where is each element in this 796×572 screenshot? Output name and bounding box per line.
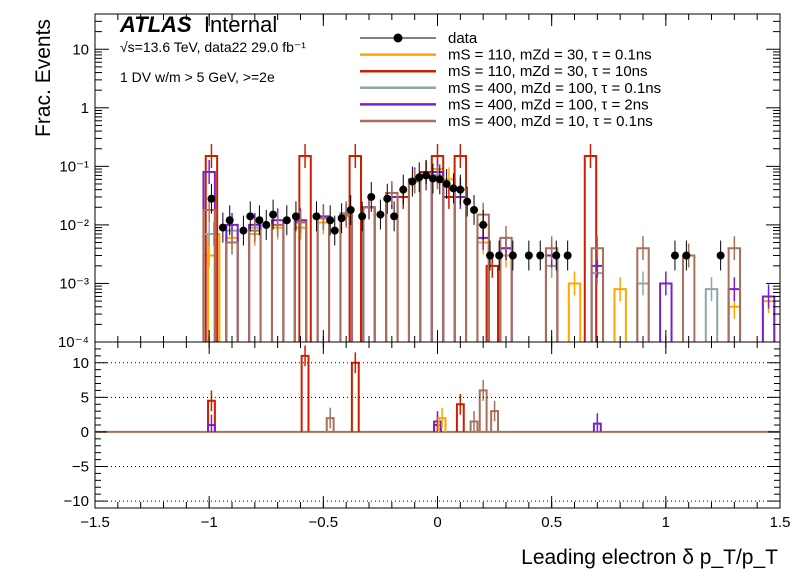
main-plot-area xyxy=(202,144,776,342)
ratio-series-ms-110-mzd-30-0-1ns xyxy=(437,407,447,432)
x-tick-label: −1 xyxy=(201,514,218,531)
x-tick-label: −0.5 xyxy=(309,514,339,531)
legend-label: mS = 400, mZd = 10, τ = 0.1ns xyxy=(448,113,653,130)
atlas-label: ATLAS xyxy=(119,12,192,37)
internal-label: Internal xyxy=(204,12,277,37)
series-data xyxy=(207,160,725,271)
y-axis-title: Frac. Events xyxy=(32,19,55,137)
data-point xyxy=(563,251,572,260)
y-tick-label: 10⁻⁴ xyxy=(58,334,89,351)
ratio-y-tick-label: 0 xyxy=(81,424,89,441)
data-point xyxy=(486,251,495,260)
x-tick-label: 1 xyxy=(662,514,670,531)
legend-entry: mS = 110, mZd = 30, τ = 0.1ns xyxy=(360,47,652,64)
data-point xyxy=(456,185,465,194)
data-point xyxy=(408,177,417,186)
legend-entry: mS = 110, mZd = 30, τ = 10ns xyxy=(360,63,648,80)
data-point xyxy=(282,216,291,225)
legend-data-marker xyxy=(393,33,403,43)
data-point xyxy=(255,216,264,225)
series-ms-400-mzd-10-0-1ns xyxy=(202,165,742,342)
legend-entry: mS = 400, mZd = 100, τ = 2ns xyxy=(360,96,649,113)
legend-entry: mS = 400, mZd = 100, τ = 0.1ns xyxy=(360,80,661,97)
data-point xyxy=(670,251,679,260)
ratio-y-tick-label: −10 xyxy=(64,493,89,510)
data-point xyxy=(291,212,300,221)
data-point xyxy=(508,251,517,260)
legend-entry: mS = 400, mZd = 10, τ = 0.1ns xyxy=(360,113,653,130)
data-point xyxy=(269,210,278,219)
data-point xyxy=(262,220,271,229)
data-point xyxy=(552,251,561,260)
data-point xyxy=(422,171,431,180)
legend-label: mS = 110, mZd = 30, τ = 0.1ns xyxy=(448,47,652,64)
data-point xyxy=(358,212,367,221)
data-point xyxy=(524,251,533,260)
svg-text:ATLAS Internal: ATLAS Internal xyxy=(119,12,277,37)
data-point xyxy=(312,212,321,221)
data-point xyxy=(218,223,227,232)
y-tick-label: 10⁻¹ xyxy=(59,158,89,175)
legend-label: mS = 110, mZd = 30, τ = 10ns xyxy=(448,63,648,80)
ratio-y-tick-label: 5 xyxy=(81,389,89,406)
data-point xyxy=(367,192,376,201)
ratio-y-axis: 10 5 0 −5 −10 xyxy=(64,348,780,510)
data-point xyxy=(463,197,472,206)
x-tick-label: 1.5 xyxy=(770,514,791,531)
data-point xyxy=(330,226,339,235)
ratio-y-tick-label: 10 xyxy=(72,355,89,372)
energy-lumi-label: √s=13.6 TeV, data22 29.0 fb⁻¹ xyxy=(120,39,306,55)
x-tick-label: 0.5 xyxy=(541,514,562,531)
y-tick-label: 1 xyxy=(81,100,89,117)
legend-label: data xyxy=(448,30,478,47)
data-point xyxy=(346,205,355,214)
data-point xyxy=(246,212,255,221)
data-point xyxy=(495,251,504,260)
data-point xyxy=(376,210,385,219)
legend-label: mS = 400, mZd = 100, τ = 2ns xyxy=(448,96,649,113)
data-point xyxy=(682,251,691,260)
data-point xyxy=(449,184,458,193)
data-point xyxy=(442,179,451,188)
ratio-series-ms-400-mzd-10-0-1ns xyxy=(325,380,500,432)
selection-label: 1 DV w/m > 5 GeV, >=2e xyxy=(120,69,275,85)
y-tick-label: 10 xyxy=(72,41,89,58)
ratio-series-ms-400-mzd-100-2ns xyxy=(207,411,602,432)
x-axis-title: Leading electron δ p_T/p_T xyxy=(521,546,778,569)
y-tick-label: 10⁻³ xyxy=(59,275,89,292)
data-point xyxy=(383,194,392,203)
y-tick-label: 10⁻² xyxy=(59,217,89,234)
data-point xyxy=(225,216,234,225)
data-point xyxy=(428,174,437,183)
data-point xyxy=(239,226,248,235)
data-point xyxy=(207,194,216,203)
x-tick-label: −1.5 xyxy=(80,514,110,531)
data-point xyxy=(536,251,545,260)
data-point xyxy=(399,185,408,194)
x-axis: −1.5 −1 −0.5 0 0.5 1 1.5 xyxy=(80,14,790,531)
data-point xyxy=(415,173,424,182)
ratio-y-tick-label: −5 xyxy=(72,459,89,476)
x-tick-label: 0 xyxy=(433,514,441,531)
legend-entry: data xyxy=(360,30,478,47)
data-point xyxy=(470,205,479,214)
legend-label: mS = 400, mZd = 100, τ = 0.1ns xyxy=(448,80,661,97)
main-y-axis: 10 1 10⁻¹ 10⁻² 10⁻³ 10⁻⁴ xyxy=(58,13,780,351)
data-point xyxy=(435,175,444,184)
data-point xyxy=(390,212,399,221)
data-point xyxy=(337,214,346,223)
data-point xyxy=(326,216,335,225)
data-point xyxy=(716,251,725,260)
data-point xyxy=(479,220,488,229)
